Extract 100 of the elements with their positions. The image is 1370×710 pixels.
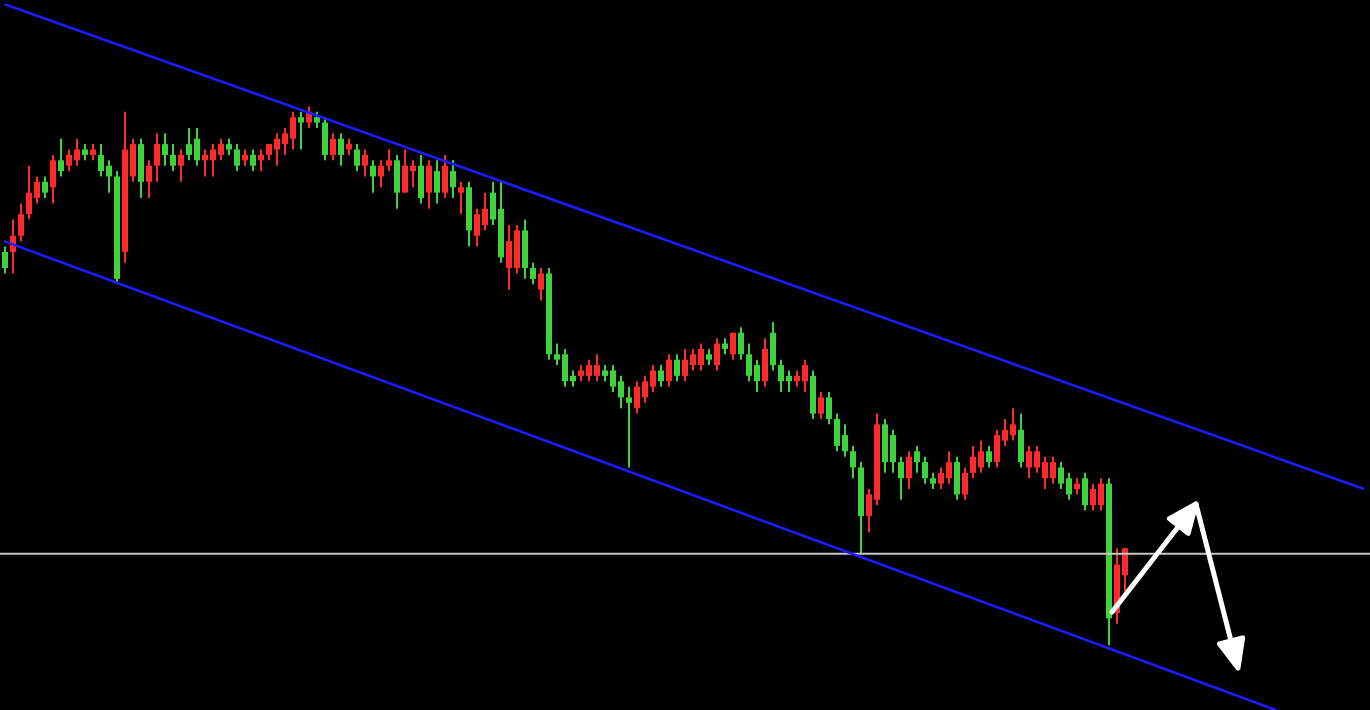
candlestick bbox=[402, 148, 408, 194]
candlestick bbox=[298, 110, 304, 151]
candlestick bbox=[666, 353, 672, 388]
candlestick bbox=[162, 132, 168, 167]
candlestick bbox=[962, 466, 968, 501]
candlestick bbox=[218, 137, 224, 162]
candlestick bbox=[634, 380, 640, 415]
candlestick bbox=[698, 342, 704, 372]
candlestick bbox=[954, 455, 960, 501]
candlestick bbox=[1066, 471, 1072, 501]
candlestick bbox=[642, 374, 648, 404]
candlestick bbox=[58, 137, 64, 178]
candlestick bbox=[106, 159, 112, 194]
candlestick bbox=[1042, 455, 1048, 491]
candlestick bbox=[410, 159, 416, 189]
candlestick bbox=[258, 148, 264, 173]
candlestick bbox=[370, 159, 376, 194]
candlestick bbox=[330, 132, 336, 162]
candlestick bbox=[538, 267, 544, 302]
candlestick bbox=[202, 148, 208, 178]
candlestick bbox=[42, 175, 48, 200]
candlestick bbox=[754, 358, 760, 394]
candlestick bbox=[50, 153, 56, 205]
candlestick bbox=[1026, 444, 1032, 480]
candlestick bbox=[762, 337, 768, 388]
candlestick bbox=[770, 320, 776, 372]
candlestick bbox=[506, 223, 512, 291]
candlestick bbox=[1082, 471, 1088, 512]
candlestick bbox=[26, 164, 32, 221]
candlestick bbox=[386, 148, 392, 173]
candlestick bbox=[922, 455, 928, 485]
candlestick bbox=[986, 444, 992, 469]
candlestick bbox=[354, 143, 360, 173]
candlestick bbox=[978, 439, 984, 474]
candlestick bbox=[442, 153, 448, 200]
candlestick bbox=[274, 132, 280, 167]
candlestick bbox=[826, 391, 832, 426]
candlestick bbox=[178, 148, 184, 183]
candlestick bbox=[290, 110, 296, 151]
candlestick bbox=[18, 202, 24, 243]
candlestick bbox=[194, 126, 200, 167]
candlestick bbox=[818, 391, 824, 420]
candlestick bbox=[1098, 477, 1104, 512]
candlestick bbox=[730, 331, 736, 361]
candlestick bbox=[850, 444, 856, 480]
candlestick bbox=[746, 342, 752, 383]
candlestick bbox=[418, 153, 424, 205]
candlestick bbox=[234, 143, 240, 173]
candlestick bbox=[210, 143, 216, 178]
candlestick bbox=[138, 137, 144, 200]
candlestick bbox=[834, 412, 840, 453]
candlestick bbox=[250, 148, 256, 173]
candlestick bbox=[146, 159, 152, 200]
candlestick bbox=[74, 137, 80, 167]
candlestick bbox=[362, 148, 368, 178]
candlestick bbox=[586, 358, 592, 383]
candlestick bbox=[530, 261, 536, 286]
candlestick bbox=[1010, 407, 1016, 442]
candlestick bbox=[154, 132, 160, 183]
candlestick bbox=[170, 143, 176, 173]
candlestick bbox=[1050, 455, 1056, 485]
candlestick bbox=[2, 245, 8, 275]
candlestick bbox=[970, 444, 976, 480]
candlestick bbox=[1018, 412, 1024, 469]
candlestick bbox=[426, 159, 432, 210]
candlestick bbox=[322, 116, 328, 162]
candlestick bbox=[66, 148, 72, 173]
candlestick bbox=[882, 417, 888, 474]
candlestick bbox=[562, 347, 568, 388]
candlestick bbox=[458, 180, 464, 216]
candlestick bbox=[626, 385, 632, 469]
candlestick bbox=[994, 428, 1000, 469]
candlestick bbox=[682, 347, 688, 383]
candlestick bbox=[674, 353, 680, 383]
candlestick bbox=[906, 450, 912, 491]
candlestick bbox=[474, 207, 480, 248]
candlestick bbox=[338, 132, 344, 167]
candlestick bbox=[394, 153, 400, 210]
candlestick bbox=[914, 444, 920, 474]
candlestick bbox=[690, 347, 696, 372]
candlestick bbox=[898, 455, 904, 501]
candlestick bbox=[98, 143, 104, 178]
candlestick bbox=[1090, 482, 1096, 512]
candlestick bbox=[778, 358, 784, 394]
candlestick bbox=[618, 374, 624, 410]
candlestick bbox=[658, 364, 664, 388]
candlestick bbox=[786, 369, 792, 394]
candlestick bbox=[434, 159, 440, 205]
candlestick bbox=[802, 358, 808, 394]
candlestick bbox=[738, 326, 744, 361]
candlestick bbox=[946, 450, 952, 485]
candlestick bbox=[890, 428, 896, 474]
candlestick bbox=[842, 423, 848, 458]
candlestick bbox=[610, 364, 616, 394]
candlestick bbox=[938, 466, 944, 491]
candlestick bbox=[514, 223, 520, 275]
candlestick bbox=[810, 369, 816, 420]
candlestick bbox=[594, 353, 600, 383]
candlestick bbox=[482, 191, 488, 232]
candlestick bbox=[450, 159, 456, 200]
